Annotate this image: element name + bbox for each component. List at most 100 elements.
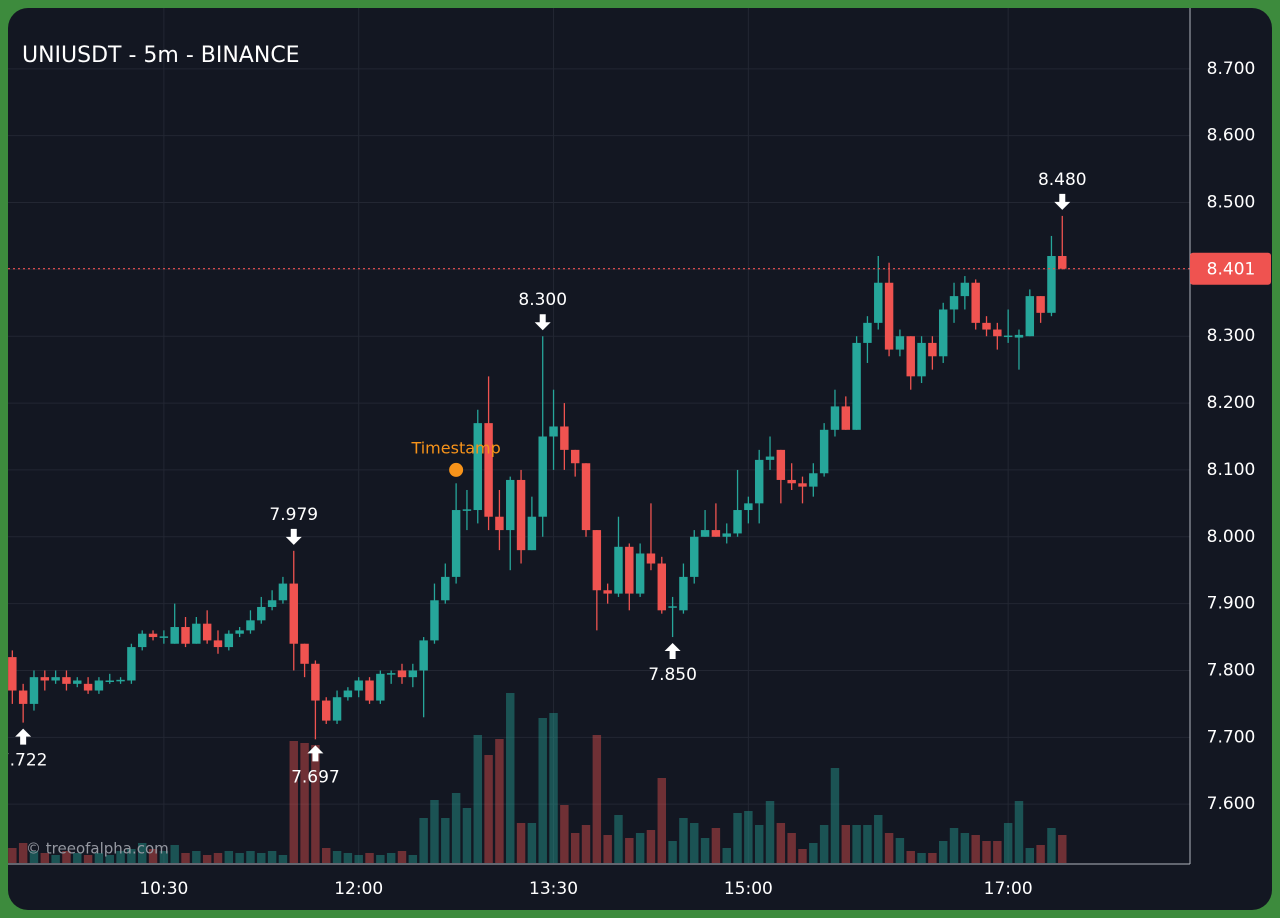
- volume-bar: [938, 841, 948, 863]
- candle-body: [852, 342, 861, 430]
- volume-bar: [408, 855, 418, 863]
- volume-bar: [798, 849, 807, 863]
- candle-body: [94, 680, 104, 691]
- volume-bar: [159, 851, 169, 863]
- candle-body: [51, 677, 60, 681]
- volume-bar: [419, 818, 428, 863]
- volume-bar: [116, 851, 125, 863]
- candle-body: [982, 322, 991, 330]
- volume-bar: [819, 825, 829, 863]
- volume-bar: [1047, 828, 1056, 863]
- volume-bar: [949, 828, 959, 863]
- candle-body: [495, 516, 504, 531]
- axes: 7.600 7.700 7.800 7.900 8.000 8.100 8.200 8.300…: [139, 59, 1271, 899]
- candle-body: [1014, 334, 1024, 338]
- candle-body: [668, 606, 677, 608]
- candle-body: [213, 640, 223, 648]
- volume-bar: [8, 848, 17, 863]
- watermark: © treeofalpha.com: [26, 840, 169, 858]
- candle-body: [473, 423, 482, 511]
- candle-body: [354, 680, 363, 691]
- volume-bar: [646, 830, 656, 863]
- candle-body: [419, 640, 428, 671]
- candle-body: [1025, 296, 1035, 337]
- candle-body: [29, 677, 39, 704]
- volume-bar: [224, 851, 234, 863]
- volume-bar: [895, 838, 905, 863]
- candle-body: [538, 436, 547, 517]
- candle-body: [679, 576, 688, 611]
- last-price-box: [1190, 252, 1271, 285]
- volume-bar: [506, 693, 515, 863]
- candle-body: [971, 282, 980, 323]
- candle-body: [625, 546, 634, 594]
- candle-body: [841, 406, 851, 430]
- candle-body: [700, 530, 710, 537]
- candle-body: [527, 516, 537, 551]
- candle-body: [170, 627, 179, 644]
- volume-bar: [83, 855, 93, 863]
- volume-bar: [29, 851, 39, 863]
- candle-body: [928, 342, 937, 357]
- volume-bar: [397, 851, 407, 863]
- volume-bar: [971, 835, 980, 863]
- volume-bar: [809, 843, 818, 863]
- candle-body: [635, 553, 645, 594]
- volume-bar: [679, 818, 688, 863]
- y-tick-label: 8.000: [1207, 527, 1256, 547]
- volume-bar: [235, 853, 244, 863]
- candle-body: [116, 679, 125, 682]
- candle-body: [322, 700, 331, 721]
- volume-bar: [549, 713, 558, 863]
- candle-body: [148, 633, 158, 638]
- candle-body: [874, 282, 883, 323]
- candle-body: [592, 530, 602, 591]
- volume-bar: [776, 823, 786, 863]
- volume-bar: [170, 845, 179, 863]
- x-tick-label: 12:00: [334, 879, 383, 899]
- candle-body: [441, 576, 450, 601]
- candle-body: [830, 406, 840, 430]
- volume-bar: [40, 853, 50, 863]
- panel: [8, 8, 1272, 910]
- y-tick-label: 8.500: [1207, 193, 1256, 213]
- volume-bar: [560, 805, 569, 863]
- y-tick-label: 8.600: [1207, 126, 1256, 146]
- volume-bar: [1025, 848, 1035, 863]
- candle-body: [8, 657, 17, 691]
- volume-bar: [354, 855, 363, 863]
- candle-body: [711, 530, 721, 537]
- volume-bar: [592, 735, 602, 863]
- volume-bar: [657, 778, 667, 863]
- volume-bar: [863, 825, 872, 863]
- y-tick-label: 8.300: [1207, 326, 1256, 346]
- chart-title: UNIUSDT - 5m - BINANCE: [22, 43, 300, 68]
- candle-body: [722, 533, 731, 537]
- candle-body: [246, 620, 255, 631]
- volume-bar: [700, 838, 710, 863]
- candle-body: [787, 479, 796, 484]
- candle-body: [733, 510, 742, 534]
- candle-body: [462, 509, 472, 511]
- volume-bar: [1058, 835, 1067, 863]
- candle-body: [570, 449, 580, 464]
- volume-bar: [733, 813, 742, 863]
- annotation-label: 8.300: [518, 290, 567, 310]
- annotation-label: 7.979: [269, 505, 318, 525]
- volume-bar: [614, 815, 623, 863]
- volume-bar: [300, 743, 309, 863]
- timestamp-marker: [449, 462, 464, 477]
- volume-bar: [278, 855, 288, 863]
- volume-bar: [62, 851, 71, 863]
- candle-body: [224, 633, 234, 648]
- volume-bar: [289, 741, 298, 863]
- volume-bar: [462, 808, 472, 863]
- candle-body: [408, 670, 418, 678]
- candle-body: [549, 426, 558, 437]
- volume-bar: [202, 855, 212, 863]
- candle-body: [430, 600, 439, 641]
- y-tick-label: 7.700: [1207, 727, 1256, 747]
- candle-body: [960, 282, 970, 297]
